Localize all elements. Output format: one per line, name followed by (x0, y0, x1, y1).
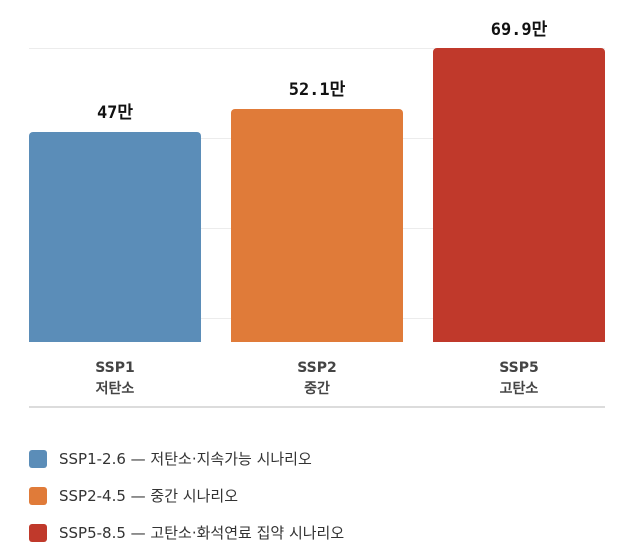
x-label-name: 중간 (304, 381, 330, 397)
legend-label: SSP2-4.5 — 중간 시나리오 (59, 487, 239, 505)
legend: SSP1-2.6 — 저탄소·지속가능 시나리오 SSP2-4.5 — 중간 시… (29, 440, 344, 551)
x-axis-label: SSP1 저탄소 (29, 358, 201, 400)
bar-ssp5[interactable] (433, 48, 605, 342)
x-label-code: SSP2 (297, 360, 337, 376)
legend-item[interactable]: SSP2-4.5 — 중간 시나리오 (29, 477, 344, 514)
bar-value-label: 69.9만 (490, 20, 548, 40)
bar-value-label: 47만 (96, 103, 134, 123)
legend-swatch (29, 523, 47, 542)
x-label-name: 고탄소 (499, 381, 539, 397)
legend-label: SSP5-8.5 — 고탄소·화석연료 집약 시나리오 (59, 524, 345, 542)
x-label-code: SSP5 (499, 360, 539, 376)
x-axis-label: SSP2 중간 (231, 358, 403, 400)
x-label-code: SSP1 (95, 360, 135, 376)
bar-ssp2[interactable] (231, 109, 403, 342)
legend-swatch (29, 486, 47, 505)
legend-label: SSP1-2.6 — 저탄소·지속가능 시나리오 (59, 450, 312, 468)
bar-value-label: 52.1만 (288, 80, 346, 100)
bar-ssp1[interactable] (29, 132, 201, 342)
x-axis-line (29, 406, 605, 408)
x-axis-label: SSP5 고탄소 (433, 358, 605, 400)
x-label-name: 저탄소 (95, 381, 135, 397)
legend-item[interactable]: SSP1-2.6 — 저탄소·지속가능 시나리오 (29, 440, 344, 477)
plot-area: 47만 52.1만 69.9만 (29, 0, 605, 342)
legend-item[interactable]: SSP5-8.5 — 고탄소·화석연료 집약 시나리오 (29, 514, 344, 551)
gridline (29, 48, 605, 49)
legend-swatch (29, 449, 47, 468)
